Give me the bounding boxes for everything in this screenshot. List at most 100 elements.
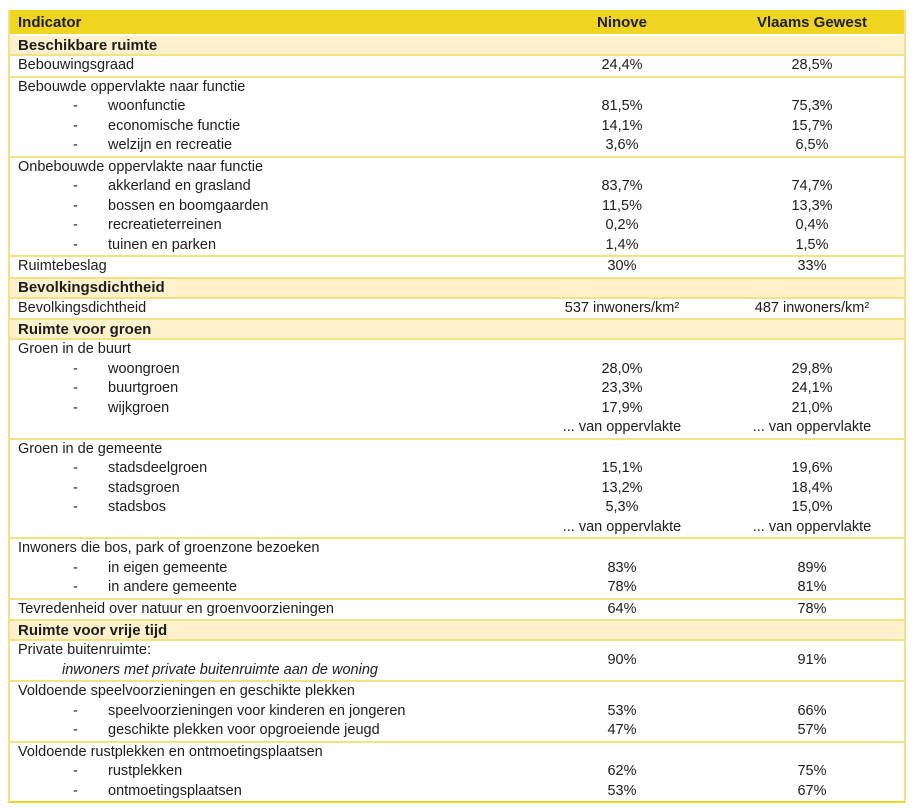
sub-label-text: in andere gemeente <box>108 579 237 595</box>
dash-marker: - <box>73 236 78 253</box>
row-label: - bossen en boomgaarden <box>10 197 524 217</box>
table-row: Bebouwde oppervlakte naar functie <box>10 78 904 98</box>
value-vlaams-gewest: 15,0% <box>791 499 833 515</box>
row-label-line2: inwoners met private buitenruimte aan de… <box>62 661 378 678</box>
dash-marker: - <box>73 399 78 416</box>
row-label: Bevolkingsdichtheid <box>18 299 147 316</box>
sub-label-text: woongroen <box>108 360 180 377</box>
row-label: Bebouwingsgraad <box>18 57 135 73</box>
dash-marker: - <box>73 380 78 396</box>
row-label: Voldoende rustplekken en ontmoetingsplaa… <box>18 743 323 760</box>
dash-marker: - <box>73 722 78 738</box>
value-vlaams-gewest: 487 inwoners/km² <box>754 299 870 316</box>
dash-marker: - <box>73 499 78 515</box>
sub-label: - woonfunctie <box>18 97 524 117</box>
sub-label-text: woonfunctie <box>108 98 186 114</box>
row-label: Groen in de gemeente <box>18 440 163 457</box>
row-label: - wijkgroen <box>10 399 524 419</box>
value-ninove: 62% <box>607 763 637 779</box>
table-row: - speelvoorzieningen voor kinderen en jon… <box>10 702 904 722</box>
value-ninove: 11,5% <box>601 197 643 214</box>
value-vlaams-gewest: 18,4% <box>791 479 833 496</box>
value-vlaams-gewest: 21,0% <box>791 399 833 416</box>
table-row: - woongroen 28,0% 29,8% <box>10 360 904 380</box>
section-title: Beschikbare ruimte <box>18 36 158 54</box>
dash-marker: - <box>73 559 78 576</box>
row-label: - woongroen <box>10 360 524 380</box>
row-label: Bebouwde oppervlakte naar functie <box>18 78 246 95</box>
table-row: ... van oppervlakte ... van oppervlakte <box>10 518 904 538</box>
dash-marker: - <box>73 117 78 134</box>
sub-label-text: ontmoetingsplaatsen <box>108 782 242 799</box>
value-vlaams-gewest: 6,5% <box>795 137 829 153</box>
value-vlaams-gewest: 66% <box>797 702 827 719</box>
value-ninove: 64% <box>607 600 637 617</box>
value-ninove: 14,1% <box>601 117 643 134</box>
value-vlaams-gewest: 89% <box>797 559 827 576</box>
row-label: - akkerland en grasland <box>10 177 524 197</box>
table-body: Beschikbare ruimte Bebouwingsgraad 24,4% 28… <box>10 36 904 801</box>
sub-label-text: wijkgroen <box>108 399 170 416</box>
row-group: Onbebouwde oppervlakte naar functie - akke… <box>10 158 904 257</box>
sub-label-text: bossen en boomgaarden <box>108 197 269 214</box>
value-ninove: 0,2% <box>605 217 639 233</box>
table-row: Groen in de gemeente <box>10 440 904 460</box>
section-title: Ruimte voor groen <box>18 320 152 338</box>
dash-marker: - <box>73 197 78 214</box>
row-label: - economische functie <box>10 117 524 137</box>
row-label: - speelvoorzieningen voor kinderen en jon… <box>10 702 524 722</box>
dash-marker: - <box>73 137 78 153</box>
sub-label: - stadsbos <box>18 498 524 518</box>
column-header-ninove: Ninove <box>596 13 647 31</box>
row-label: - welzijn en recreatie <box>10 136 524 156</box>
table-row: - stadsgroen 13,2% 18,4% <box>10 479 904 499</box>
sub-label: - stadsdeelgroen <box>18 459 524 479</box>
value-ninove: 53% <box>607 702 637 719</box>
sub-label-text: in eigen gemeente <box>108 559 228 576</box>
sub-label-text: economische functie <box>108 117 241 134</box>
value-ninove: 13,2% <box>601 479 643 496</box>
value-vlaams-gewest: ... van oppervlakte <box>752 419 872 435</box>
sub-label-text: akkerland en grasland <box>108 178 251 194</box>
sub-label-text: stadsbos <box>108 499 167 515</box>
table-row: Voldoende speelvoorzieningen en geschikt… <box>10 682 904 702</box>
row-group: Groen in de gemeente - stadsdeelgroen 15,1%… <box>10 440 904 539</box>
value-ninove: 83% <box>607 559 637 576</box>
dash-marker: - <box>73 98 78 114</box>
table-row: - stadsdeelgroen 15,1% 19,6% <box>10 459 904 479</box>
sub-label: - ontmoetingsplaatsen <box>18 782 524 802</box>
sub-label: - woongroen <box>18 360 524 380</box>
row-label: - recreatieterreinen <box>10 216 524 236</box>
value-ninove: 23,3% <box>601 380 643 396</box>
sub-label: - tuinen en parken <box>18 236 524 256</box>
dash-marker: - <box>73 460 78 476</box>
table-row: - tuinen en parken 1,4% 1,5% <box>10 236 904 256</box>
table-row: - ontmoetingsplaatsen 53% 67% <box>10 782 904 802</box>
sub-label: - in eigen gemeente <box>18 559 524 579</box>
row-label: Groen in de buurt <box>18 341 131 357</box>
table-row: ... van oppervlakte ... van oppervlakte <box>10 418 904 438</box>
value-vlaams-gewest: 29,8% <box>791 360 833 377</box>
sub-label: - rustplekken <box>18 762 524 782</box>
table-row: Ruimtebeslag 30% 33% <box>10 257 904 277</box>
sub-label: - recreatieterreinen <box>18 216 524 236</box>
row-label: Voldoende speelvoorzieningen en geschikt… <box>18 683 355 699</box>
row-label: Inwoners die bos, park of groenzone bezo… <box>18 540 320 556</box>
row-label: - buurtgroen <box>10 379 524 399</box>
row-group: Bevolkingsdichtheid 537 inwoners/km² 487 i… <box>10 299 904 320</box>
sub-label-text: stadsgroen <box>108 479 180 496</box>
sub-label: - buurtgroen <box>18 379 524 399</box>
table-row: Onbebouwde oppervlakte naar functie <box>10 158 904 178</box>
section-header-bevolkingsdichtheid: Bevolkingsdichtheid <box>10 278 904 299</box>
sub-label-text: stadsdeelgroen <box>108 460 208 476</box>
value-ninove: 53% <box>607 782 637 799</box>
row-label-line1: Private buitenruimte: <box>18 642 151 658</box>
table-row: - buurtgroen 23,3% 24,1% <box>10 379 904 399</box>
sub-label: - economische functie <box>18 117 524 137</box>
sub-label-text: geschikte plekken voor opgroeiende jeugd <box>108 722 380 738</box>
table-row: - rustplekken 62% 75% <box>10 762 904 782</box>
table-row: - in eigen gemeente 83% 89% <box>10 559 904 579</box>
value-vlaams-gewest: 78% <box>797 600 827 617</box>
sub-label-text: speelvoorzieningen voor kinderen en jong… <box>108 702 406 719</box>
sub-label: - in andere gemeente <box>18 578 524 598</box>
